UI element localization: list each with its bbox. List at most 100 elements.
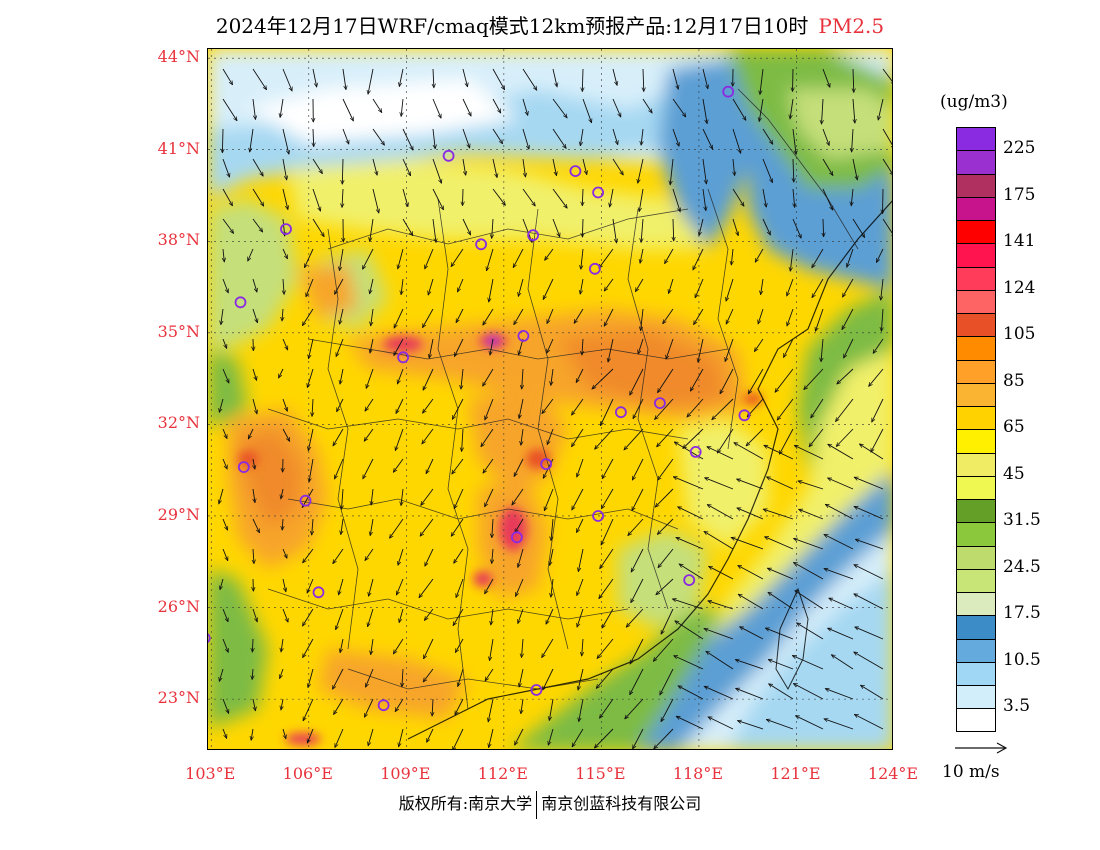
wind-arrow <box>222 518 228 530</box>
station-marker <box>280 223 292 236</box>
pm25-hotspots <box>238 333 763 745</box>
wind-arrow <box>796 715 824 730</box>
wind-arrow <box>836 398 854 422</box>
wind-arrow <box>551 578 554 597</box>
wind-arrow <box>222 638 228 652</box>
colorbar-cell <box>956 196 996 220</box>
northeast-blue <box>658 59 768 249</box>
wind-arrow <box>336 608 344 630</box>
wind-arrow <box>368 728 374 746</box>
station-marker <box>689 445 702 458</box>
colorbar-cell <box>956 592 996 616</box>
wind-arrow <box>725 308 734 324</box>
wind-arrow <box>882 128 892 149</box>
wind-arrow <box>514 458 524 477</box>
wind-arrow <box>308 668 314 688</box>
wind-arrow <box>738 721 764 730</box>
wind-arrow <box>432 218 436 243</box>
wind-arrow <box>676 715 704 730</box>
wind-arrow <box>582 68 583 92</box>
wind-arrow <box>612 128 618 145</box>
colorbar-cell <box>956 661 996 685</box>
wind-arrow <box>522 128 529 149</box>
wind-arrow <box>336 338 344 357</box>
wind-arrow <box>822 128 829 146</box>
wind-arrow <box>758 308 764 324</box>
wind-arrow <box>669 278 674 294</box>
wind-arrow <box>422 428 434 444</box>
wind-arrow <box>432 158 442 183</box>
wind-arrow <box>552 218 560 237</box>
wind-arrow <box>709 566 734 580</box>
wind-arrow <box>462 68 468 87</box>
wind-arrow <box>372 188 379 213</box>
wind-arrow <box>610 188 614 207</box>
wind-arrow <box>600 698 614 718</box>
wind-arrow <box>852 128 853 152</box>
west-green-1 <box>208 199 298 349</box>
wind-arrow <box>307 728 314 743</box>
lat-label: 41°N <box>157 138 200 158</box>
lon-label: 115°E <box>575 764 626 783</box>
colorbar-cell <box>956 475 996 499</box>
wind-arrow <box>779 428 794 454</box>
wind-arrow <box>333 428 344 446</box>
station-marker <box>208 633 211 643</box>
station-marker <box>237 461 250 474</box>
wind-arrow <box>692 248 704 270</box>
colorbar-cell <box>956 243 996 267</box>
wind-arrow <box>579 698 584 722</box>
wind-arrow <box>663 308 674 324</box>
wind-arrow <box>393 458 404 472</box>
colorbar-label: 105 <box>1003 324 1036 345</box>
wind-arrow <box>738 594 764 610</box>
wind-arrow <box>515 578 524 596</box>
wind-arrow <box>485 668 494 681</box>
wind-arrow <box>764 444 794 460</box>
wind-arrow <box>462 428 463 452</box>
hotspot-nanjing <box>743 393 763 405</box>
wind-arrow <box>222 458 227 469</box>
wind-arrow <box>370 218 374 241</box>
wind-arrow <box>660 668 674 695</box>
wind-arrow <box>490 638 494 661</box>
wind-arrow <box>881 308 883 331</box>
colorbar <box>956 127 996 732</box>
station-marker <box>738 409 751 422</box>
colorbar-cell <box>956 452 996 476</box>
wind-arrow <box>251 728 253 740</box>
wind-arrow <box>365 548 374 561</box>
wind-arrow <box>371 308 374 326</box>
wind-arrow <box>732 218 738 236</box>
wind-arrow <box>638 158 644 183</box>
wind-arrow <box>843 278 854 297</box>
lat-label: 32°N <box>157 413 200 433</box>
wind-arrow <box>824 569 854 580</box>
wind-arrow <box>278 368 284 378</box>
wind-arrow <box>658 368 674 393</box>
wind-arrow <box>336 398 344 412</box>
wind-arrow <box>401 488 403 506</box>
wind-arrow <box>433 68 434 88</box>
wind-arrow <box>658 458 674 480</box>
colorbar-label: 225 <box>1003 138 1036 159</box>
colorbar-cell <box>956 638 996 662</box>
wind-arrow <box>798 481 824 490</box>
wind-arrow <box>694 308 704 325</box>
wind-arrow <box>582 158 587 175</box>
wind-arrow <box>765 628 794 640</box>
wind-arrow <box>252 158 263 176</box>
wind-arrow <box>674 655 704 670</box>
wind-arrow <box>811 398 824 418</box>
wind-arrow <box>281 488 283 499</box>
wind-arrow <box>283 278 284 294</box>
wind-arrow <box>793 188 795 207</box>
wind-arrow <box>542 668 554 690</box>
wind-arrow <box>675 621 704 640</box>
wind-vectors <box>219 68 892 749</box>
wind-arrow <box>871 398 884 422</box>
wind-arrow <box>824 533 854 550</box>
wind-arrow <box>762 158 773 183</box>
wind-arrow <box>253 488 255 503</box>
wind-arrow <box>708 601 734 610</box>
